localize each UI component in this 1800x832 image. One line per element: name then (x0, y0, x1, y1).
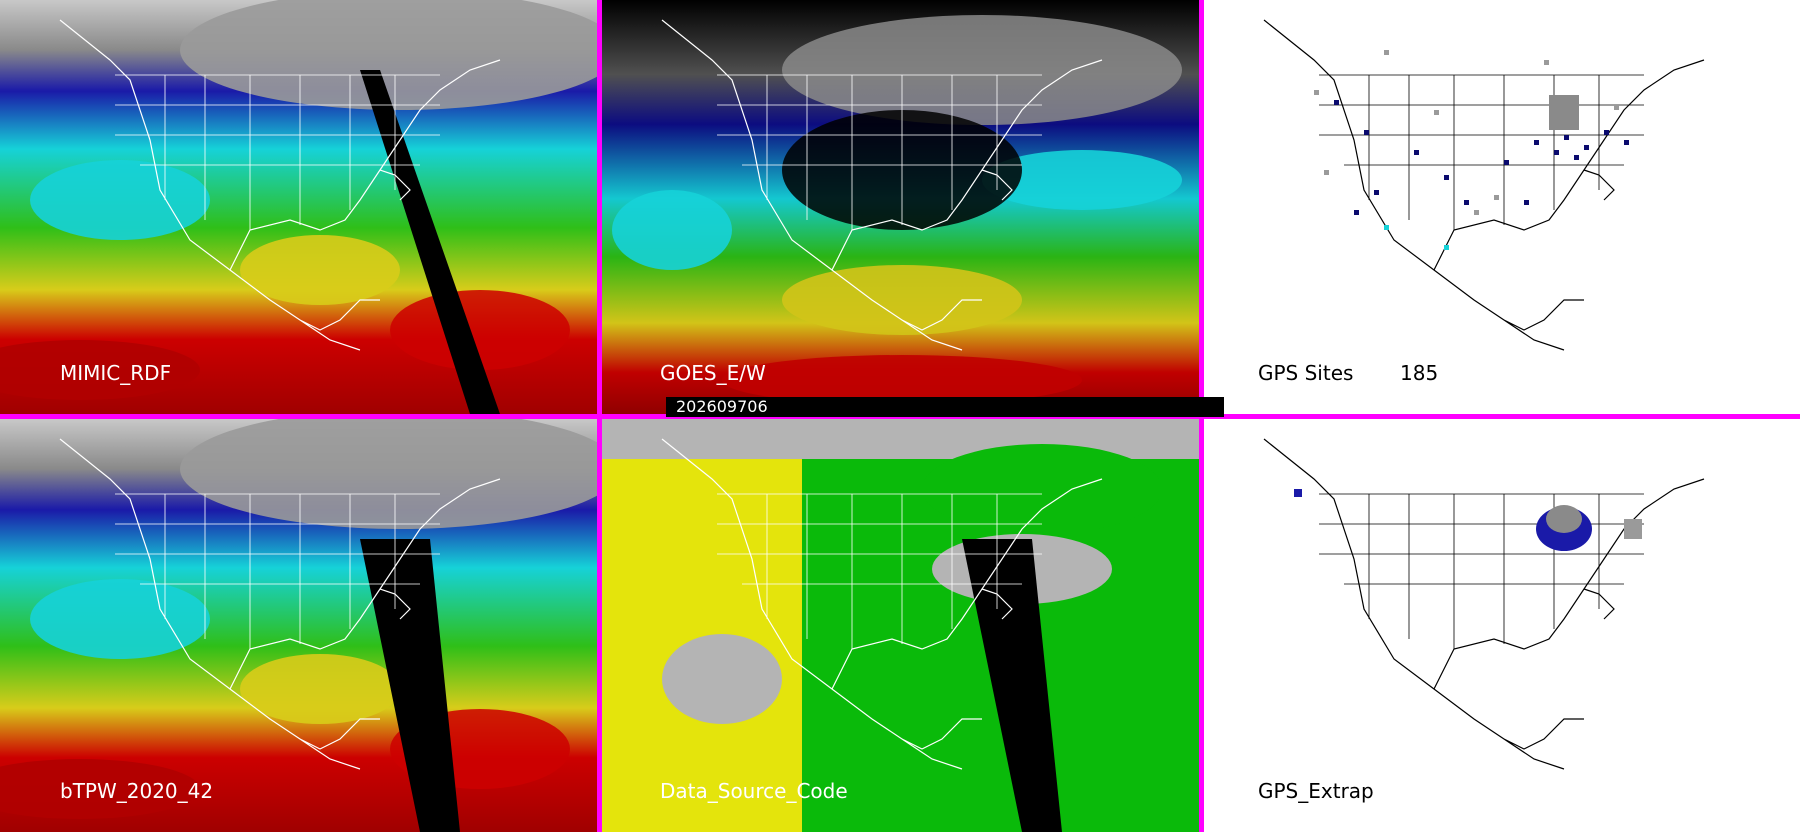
panel-gps-sites: GPS Sites 185 (1204, 0, 1800, 414)
timestamp-text: 202609706 (676, 397, 768, 416)
panel-label: Data_Source_Code (660, 779, 848, 803)
timestamp-bar: 202609706 (666, 397, 1224, 417)
panel-label: GOES_E/W (660, 361, 766, 385)
moisture-map (0, 0, 597, 414)
gps-extrap-map (1204, 419, 1800, 832)
site-count: 185 (1400, 361, 1439, 385)
panel-label: bTPW_2020_42 (60, 779, 214, 803)
gps-sites-map (1204, 0, 1800, 414)
panel-label: GPS Sites (1258, 361, 1354, 385)
panel-btpw: bTPW_2020_42 (0, 419, 597, 832)
panel-gps-extrap: GPS_Extrap (1204, 419, 1800, 832)
panel-goes: GOES_E/W (602, 0, 1199, 414)
moisture-map (0, 419, 597, 832)
satellite-map (602, 0, 1199, 414)
panel-mimic-rdf: MIMIC_RDF (0, 0, 597, 414)
panel-label: GPS_Extrap (1258, 779, 1374, 803)
panel-label: MIMIC_RDF (60, 361, 172, 385)
panel-data-source: Data_Source_Code (602, 419, 1199, 832)
data-source-map (602, 419, 1199, 832)
